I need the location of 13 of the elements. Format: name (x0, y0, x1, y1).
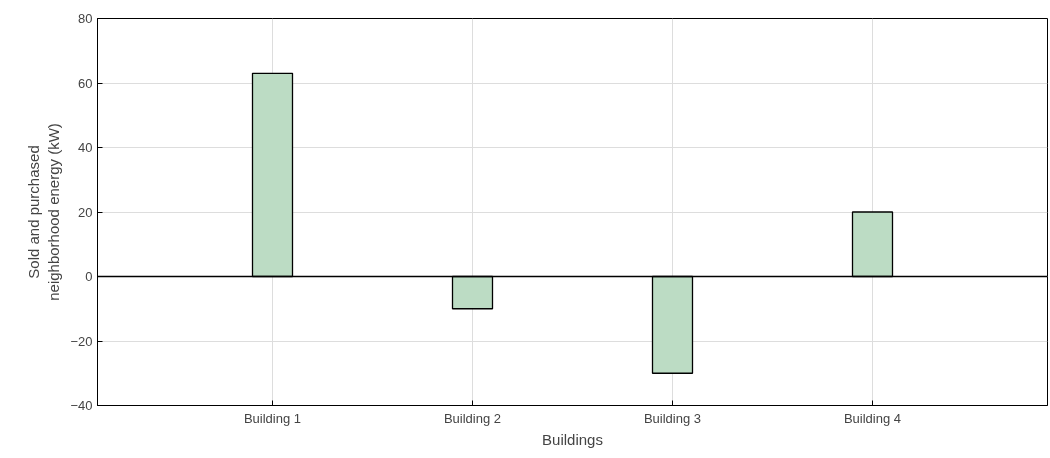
y-tick-label: 80 (78, 11, 93, 26)
y-tick-label: −20 (70, 333, 93, 349)
y-tick-label: −40 (70, 398, 93, 413)
y-tick-label: 40 (78, 140, 93, 155)
x-tick-label: Building 2 (443, 410, 502, 426)
y-axis-title: Sold and purchased neighborhood energy (kW) (25, 123, 63, 301)
y-tick-label: 0 (85, 269, 93, 284)
y-tick-label: 20 (78, 204, 93, 220)
x-tick-label: Building 4 (843, 410, 902, 426)
x-axis-title: Buildings (542, 430, 603, 448)
y-tick-label: 60 (78, 75, 93, 91)
x-tick-label: Building 3 (643, 410, 702, 426)
x-tick-label: Building 1 (243, 410, 302, 426)
